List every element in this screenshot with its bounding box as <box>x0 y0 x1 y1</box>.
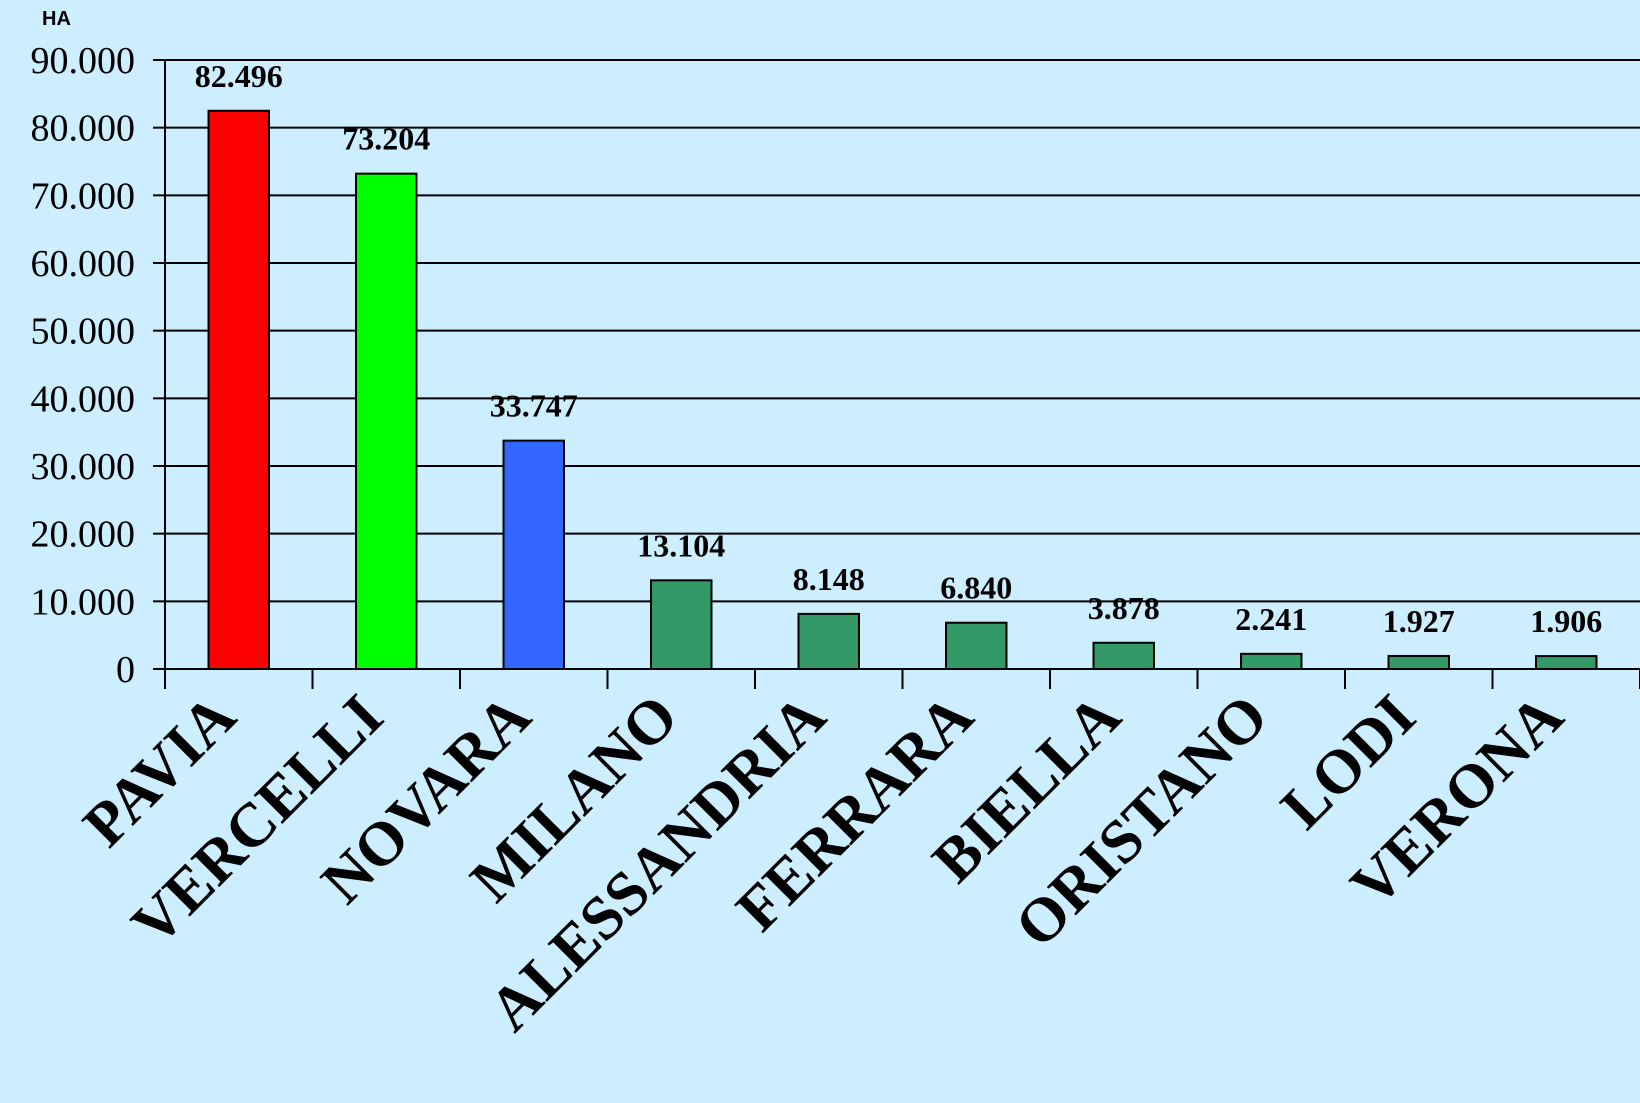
y-tick-label: 20.000 <box>31 514 136 556</box>
bar-novara <box>502 439 565 670</box>
y-tick-label: 80.000 <box>31 108 136 150</box>
bar-milano <box>650 579 713 670</box>
y-tick-label: 60.000 <box>31 243 136 285</box>
bar-verona <box>1535 655 1598 670</box>
data-label: 1.927 <box>1383 603 1455 639</box>
data-label: 2.241 <box>1235 601 1307 637</box>
bar-biella <box>1092 641 1155 670</box>
bar-vercelli <box>355 172 418 671</box>
y-tick-label: 50.000 <box>31 311 136 353</box>
bar-pavia <box>207 109 270 671</box>
data-label: 3.878 <box>1088 590 1160 626</box>
bar-ferrara <box>945 621 1008 671</box>
data-label: 1.906 <box>1530 603 1602 639</box>
y-unit-label: HA <box>42 8 71 30</box>
data-label: 13.104 <box>637 527 725 563</box>
y-tick-label: 0 <box>116 649 135 691</box>
bar-oristano <box>1240 652 1303 670</box>
data-label: 33.747 <box>490 388 578 424</box>
data-label: 82.496 <box>195 58 283 94</box>
data-label: 6.840 <box>940 570 1012 606</box>
data-label: 73.204 <box>342 121 430 157</box>
y-tick-label: 30.000 <box>31 446 136 488</box>
y-tick-label: 90.000 <box>31 40 136 82</box>
bar-lodi <box>1387 654 1450 670</box>
data-label: 8.148 <box>793 561 865 597</box>
bar-alessandria <box>797 612 860 670</box>
y-tick-label: 40.000 <box>31 378 136 420</box>
y-tick-label: 10.000 <box>31 581 136 623</box>
y-tick-label: 70.000 <box>31 175 136 217</box>
